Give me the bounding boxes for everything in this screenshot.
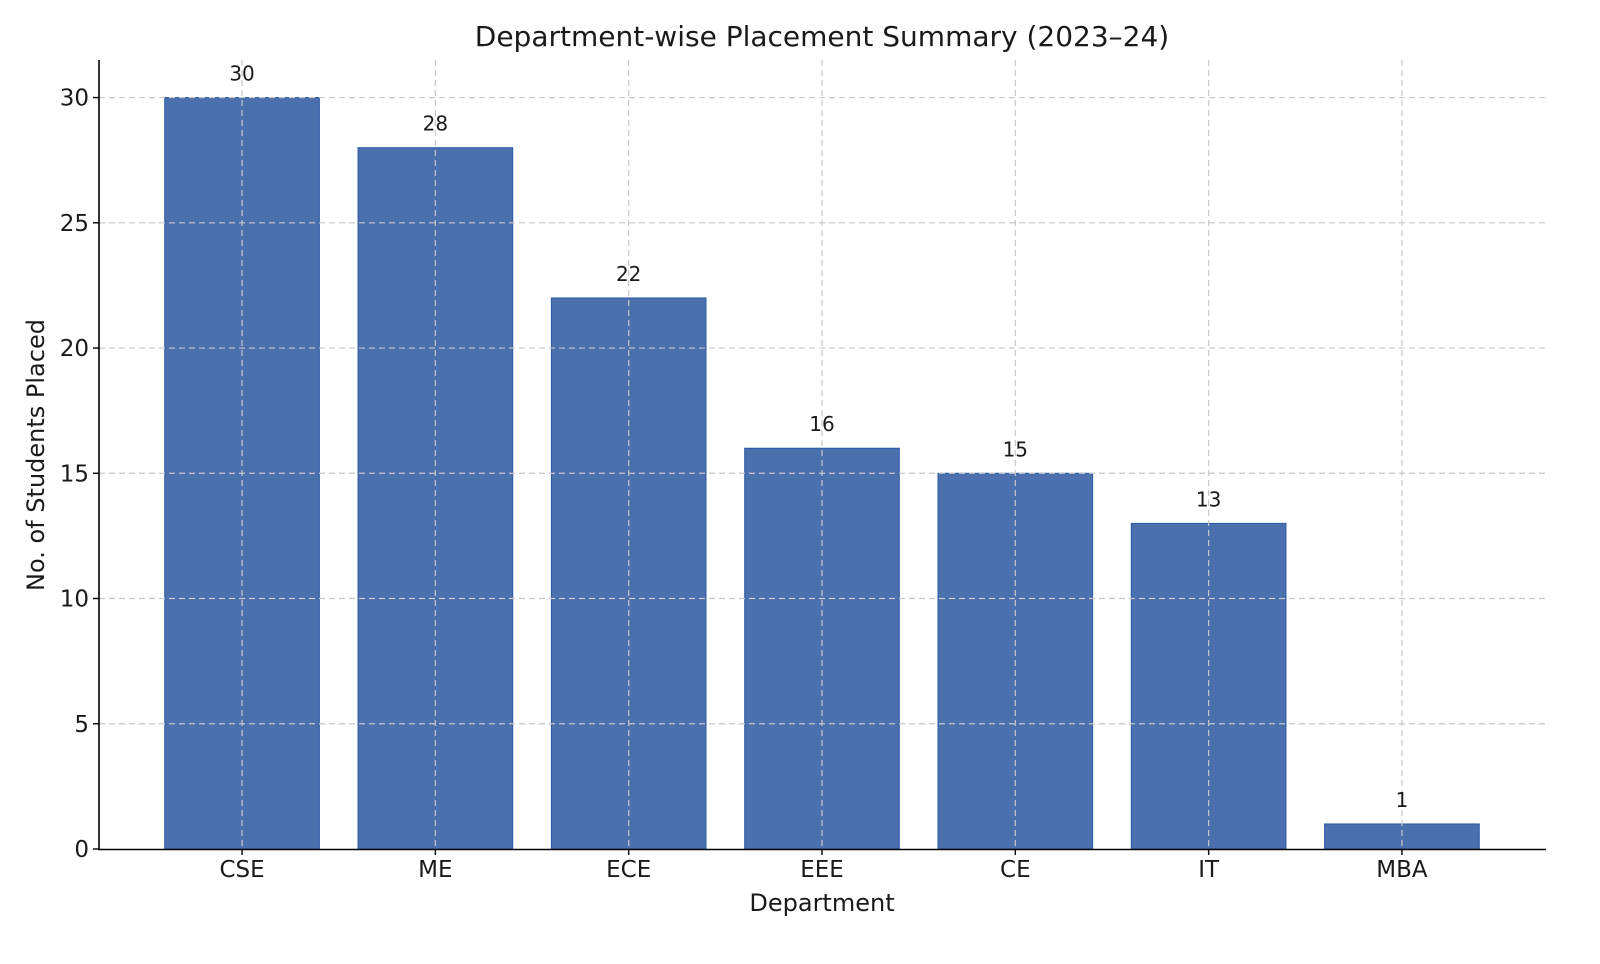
gridlines <box>99 60 1545 849</box>
y-tick-label: 10 <box>60 587 89 613</box>
x-tick-label: MBA <box>1376 857 1428 883</box>
y-tick-label: 15 <box>60 461 89 487</box>
y-tick-label: 20 <box>60 336 89 362</box>
data-label: 13 <box>1196 487 1221 511</box>
x-axis-label: Department <box>749 889 894 917</box>
x-ticks: CSE ME ECE EEE CE IT MBA <box>219 849 1428 883</box>
data-label: 1 <box>1396 788 1409 812</box>
y-tick-label: 25 <box>60 211 89 237</box>
chart-title: Department-wise Placement Summary (2023–… <box>475 20 1169 53</box>
y-axis-label: No. of Students Placed <box>22 319 50 591</box>
data-labels: 30 28 22 16 15 13 1 <box>229 62 1408 812</box>
data-label: 28 <box>423 112 448 136</box>
data-label: 15 <box>1003 437 1028 461</box>
y-tick-label: 0 <box>74 837 89 863</box>
data-label: 22 <box>616 262 641 286</box>
x-tick-label: CSE <box>219 857 264 883</box>
x-tick-label: EEE <box>800 857 844 883</box>
y-tick-label: 30 <box>60 86 89 112</box>
x-tick-label: ME <box>418 857 452 883</box>
data-label: 30 <box>229 62 254 86</box>
y-ticks: 0 5 10 15 20 25 30 <box>60 86 99 863</box>
bar-eee <box>744 447 900 850</box>
x-tick-label: IT <box>1198 857 1220 883</box>
data-label: 16 <box>809 412 834 436</box>
x-tick-label: ECE <box>606 857 651 883</box>
x-tick-label: CE <box>1000 857 1031 883</box>
y-tick-label: 5 <box>74 712 89 738</box>
